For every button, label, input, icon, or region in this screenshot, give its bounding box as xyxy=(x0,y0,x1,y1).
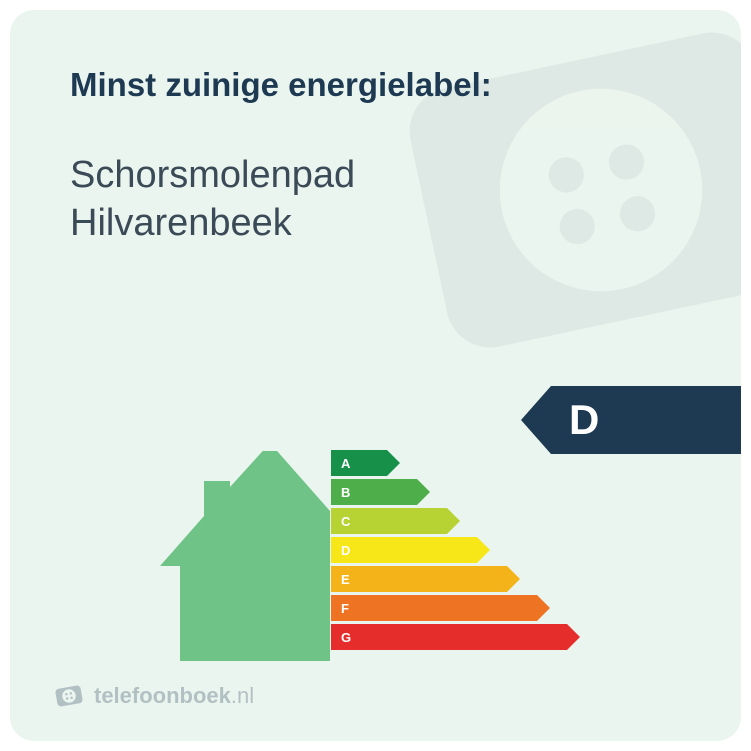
energy-bar-label: D xyxy=(331,537,477,563)
bar-arrow-icon xyxy=(477,537,490,563)
bar-arrow-icon xyxy=(447,508,460,534)
energy-bar-label: A xyxy=(331,450,387,476)
location-line-2: Hilvarenbeek xyxy=(70,200,681,248)
house-icon xyxy=(160,451,330,661)
energy-bar-f: F xyxy=(331,595,580,621)
energy-bar-label: B xyxy=(331,479,417,505)
energy-bar-label: E xyxy=(331,566,507,592)
bar-arrow-icon xyxy=(417,479,430,505)
energy-bar-g: G xyxy=(331,624,580,650)
energy-bar-c: C xyxy=(331,508,580,534)
card-title: Minst zuinige energielabel: xyxy=(70,66,681,104)
footer-text: telefoonboek.nl xyxy=(94,683,254,709)
energy-bar-label: F xyxy=(331,595,537,621)
energy-bar-e: E xyxy=(331,566,580,592)
badge-value: D xyxy=(551,386,741,454)
location-text: Schorsmolenpad Hilvarenbeek xyxy=(70,152,681,247)
content-area: Minst zuinige energielabel: Schorsmolenp… xyxy=(10,10,741,741)
energy-diagram: ABCDEFG D xyxy=(10,361,741,661)
energy-label-card: Minst zuinige energielabel: Schorsmolenp… xyxy=(10,10,741,741)
footer-text-light: .nl xyxy=(231,683,254,708)
telefoonboek-icon xyxy=(54,681,84,711)
location-line-1: Schorsmolenpad xyxy=(70,152,681,200)
bar-arrow-icon xyxy=(537,595,550,621)
energy-bar-b: B xyxy=(331,479,580,505)
bar-arrow-icon xyxy=(387,450,400,476)
energy-bar-label: G xyxy=(331,624,567,650)
energy-bars: ABCDEFG xyxy=(331,450,580,653)
bar-arrow-icon xyxy=(567,624,580,650)
footer-brand: telefoonboek.nl xyxy=(54,681,254,711)
badge-arrow xyxy=(521,386,551,454)
energy-bar-d: D xyxy=(331,537,580,563)
footer-text-bold: telefoonboek xyxy=(94,683,231,708)
energy-bar-label: C xyxy=(331,508,447,534)
bar-arrow-icon xyxy=(507,566,520,592)
rating-badge: D xyxy=(521,386,741,454)
